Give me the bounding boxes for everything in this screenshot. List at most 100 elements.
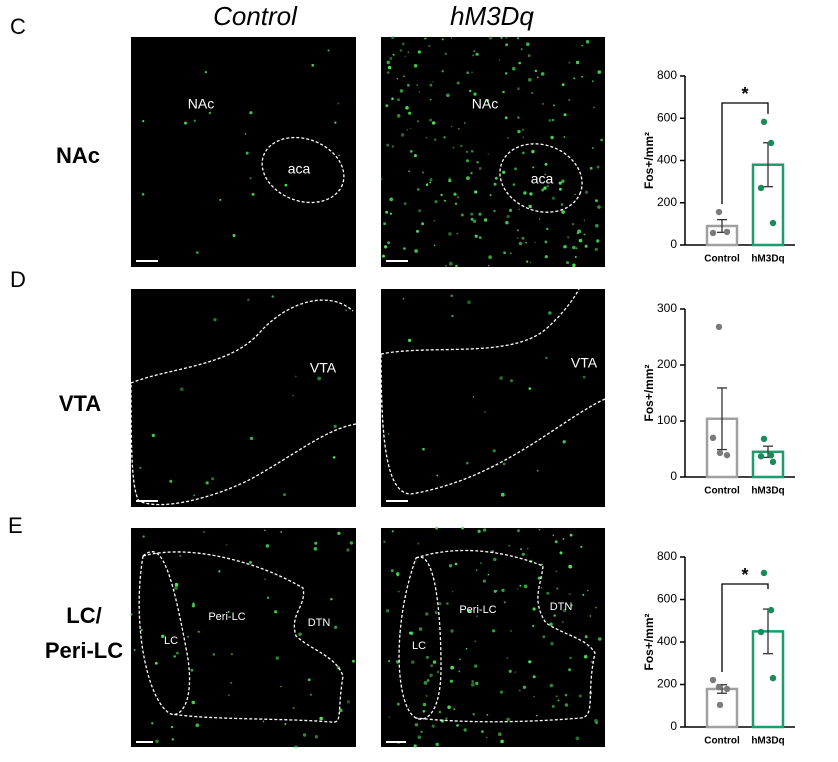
cell <box>431 121 436 125</box>
cell <box>583 219 586 221</box>
cell <box>473 50 476 53</box>
outline <box>130 299 357 506</box>
cell <box>425 612 429 616</box>
cell <box>212 653 216 656</box>
cell <box>508 669 512 673</box>
cell <box>465 648 468 650</box>
cell <box>280 685 282 688</box>
y-axis-label: Fos+/mm² <box>642 364 656 421</box>
cell <box>509 252 512 255</box>
image-bg <box>381 37 605 267</box>
cell <box>520 48 523 51</box>
cell <box>190 668 194 672</box>
cell <box>390 569 394 573</box>
cell <box>482 579 486 583</box>
cell <box>550 135 554 140</box>
cell <box>568 61 571 64</box>
cell <box>465 159 470 163</box>
cell <box>488 35 493 40</box>
cell <box>469 89 472 93</box>
x-tick-label: hM3Dq <box>751 736 784 747</box>
data-point <box>715 683 723 691</box>
cell <box>546 185 549 188</box>
cell <box>387 65 392 70</box>
cell <box>510 379 513 383</box>
cell <box>337 531 341 535</box>
cell <box>584 635 588 639</box>
cell <box>443 199 446 202</box>
cell <box>433 244 436 247</box>
data-point <box>760 118 768 126</box>
cell <box>317 376 322 381</box>
cell <box>275 656 279 660</box>
data-point <box>716 449 724 457</box>
cell <box>566 261 569 265</box>
cell <box>502 170 506 174</box>
cell <box>407 338 412 343</box>
y-tick-label: 200 <box>657 677 677 691</box>
cell <box>574 193 576 196</box>
panel-letter: E <box>8 513 23 538</box>
cell <box>558 181 562 185</box>
cell <box>553 614 556 617</box>
cell <box>532 624 535 628</box>
cell <box>503 601 506 604</box>
cell <box>590 660 593 663</box>
cell <box>413 64 418 68</box>
cell <box>327 49 330 52</box>
cell <box>478 167 482 170</box>
cell <box>506 717 510 722</box>
cell <box>522 685 527 689</box>
cell <box>559 551 563 555</box>
cell <box>426 679 430 682</box>
cell <box>332 456 336 459</box>
cell <box>500 492 505 497</box>
cell <box>486 714 489 716</box>
cell <box>219 198 222 201</box>
data-point <box>769 674 777 682</box>
cell <box>514 167 517 171</box>
cell <box>460 144 463 148</box>
cell <box>572 245 576 250</box>
outline <box>138 551 191 716</box>
region-label: VTA <box>59 391 101 416</box>
cell <box>213 318 217 322</box>
cell <box>429 181 432 184</box>
cell <box>411 660 415 664</box>
cell <box>416 229 419 233</box>
cell <box>514 671 517 673</box>
cell <box>445 717 448 720</box>
cell <box>184 121 187 125</box>
image-bg <box>131 289 356 507</box>
cell <box>429 178 433 182</box>
micrograph: VTA <box>130 289 357 507</box>
cell <box>578 238 583 243</box>
cell <box>472 396 475 398</box>
image-label: DTN <box>550 601 573 613</box>
cell <box>314 735 319 739</box>
cell <box>399 89 404 93</box>
cell <box>478 212 482 216</box>
cell <box>544 255 548 259</box>
cell <box>486 99 490 102</box>
cell <box>133 649 136 651</box>
cell <box>505 221 509 225</box>
cell <box>388 716 390 718</box>
y-tick-label: 600 <box>657 110 677 124</box>
cell <box>403 247 406 250</box>
cell <box>450 294 454 298</box>
cell <box>517 116 520 119</box>
x-tick-label: Control <box>704 254 740 265</box>
cell <box>449 679 453 683</box>
image-label: Peri-LC <box>208 611 245 623</box>
cell <box>507 137 509 139</box>
outline <box>398 556 442 720</box>
cell <box>245 151 249 155</box>
cell <box>517 87 520 91</box>
cell <box>523 191 527 195</box>
cell <box>408 631 412 635</box>
cell <box>193 494 196 497</box>
cell <box>594 247 598 251</box>
cell <box>478 236 482 240</box>
error-bar <box>717 387 727 451</box>
